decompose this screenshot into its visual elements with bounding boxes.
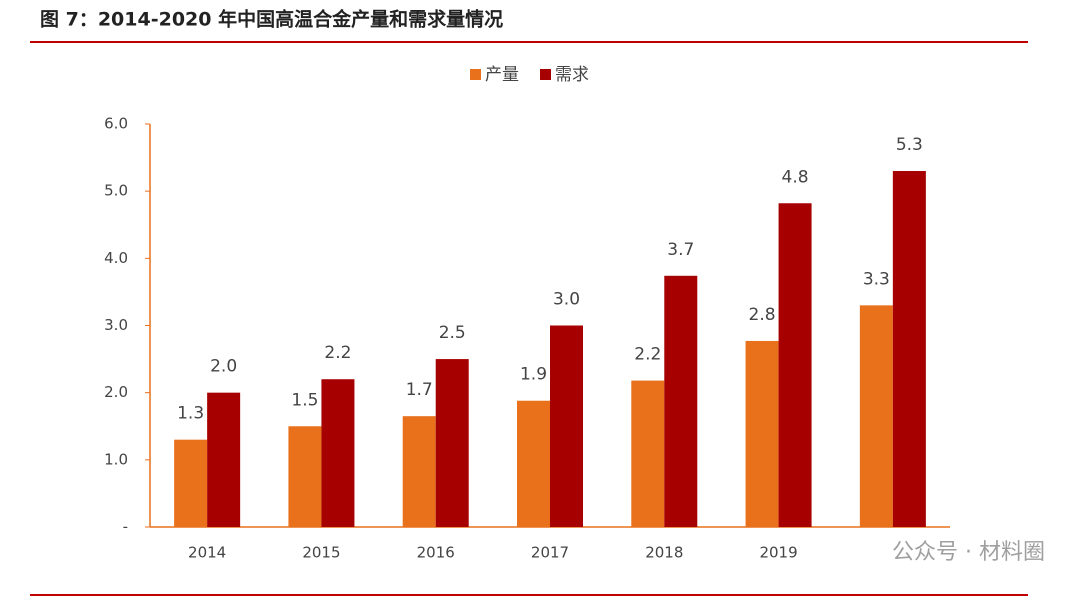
value-label: 4.8 (782, 167, 809, 187)
y-tick-label: 5.0 (104, 182, 128, 200)
value-label: 1.3 (177, 404, 204, 424)
value-label: 1.5 (291, 390, 318, 410)
y-tick-label: 2.0 (104, 383, 128, 401)
bar (288, 426, 322, 527)
bar (517, 400, 550, 527)
value-label: 2.5 (439, 323, 466, 343)
x-tick-label: 2015 (302, 544, 340, 562)
y-tick-label: 6.0 (104, 115, 128, 133)
x-tick-label: 2018 (645, 544, 683, 562)
y-tick-label: 1.0 (104, 450, 128, 468)
bar (207, 392, 241, 527)
legend-label: 需求 (555, 65, 589, 85)
x-tick-label: 2014 (188, 544, 226, 562)
y-tick-label: 4.0 (104, 249, 128, 267)
value-label: 2.0 (210, 357, 237, 377)
bar (664, 275, 698, 527)
value-label: 2.2 (324, 343, 351, 363)
bar (402, 416, 436, 527)
y-tick-label: - (123, 518, 128, 536)
y-tick-label: 3.0 (104, 316, 128, 334)
bar (550, 325, 583, 527)
value-label: 3.7 (667, 240, 694, 260)
x-tick-label: 2017 (531, 544, 569, 562)
legend-label: 产量 (485, 65, 519, 85)
watermark: 公众号 · 材料圈 (892, 540, 1045, 565)
bar (174, 439, 208, 527)
value-label: 3.3 (863, 269, 890, 289)
x-tick-label: 2016 (417, 544, 455, 562)
bar (859, 305, 893, 527)
x-tick-label: 2019 (759, 544, 797, 562)
bar (745, 340, 779, 527)
value-label: 2.2 (634, 345, 661, 365)
bar (321, 379, 355, 527)
bar (435, 359, 469, 527)
value-label: 2.8 (749, 305, 776, 325)
value-label: 1.7 (406, 380, 433, 400)
bar (892, 171, 926, 527)
value-label: 3.0 (553, 290, 580, 310)
value-label: 1.9 (520, 365, 547, 385)
legend-swatch (470, 69, 481, 80)
chart-title: 图 7：2014-2020 年中国高温合金产量和需求量情况 (40, 8, 503, 31)
bar (631, 380, 665, 527)
value-label: 5.3 (896, 135, 923, 155)
legend-swatch (540, 69, 551, 80)
bar (778, 203, 812, 528)
